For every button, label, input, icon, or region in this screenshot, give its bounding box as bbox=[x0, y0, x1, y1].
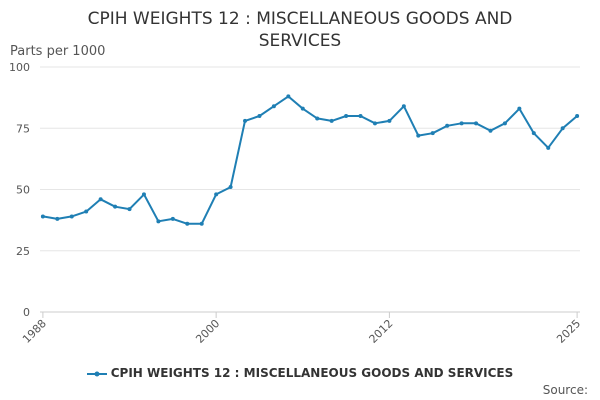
source-label: Source: bbox=[542, 383, 588, 397]
data-point-1992[interactable] bbox=[98, 197, 103, 202]
data-point-1993[interactable] bbox=[113, 204, 118, 209]
chart-title: CPIH WEIGHTS 12 : MISCELLANEOUS GOODS AN… bbox=[0, 8, 600, 52]
data-point-2002[interactable] bbox=[243, 118, 248, 123]
data-point-1995[interactable] bbox=[141, 192, 146, 197]
data-point-2010[interactable] bbox=[358, 114, 363, 118]
data-point-2005[interactable] bbox=[286, 94, 291, 99]
chart-title-line-2: SERVICES bbox=[258, 31, 342, 51]
y-tick-label-0: 0 bbox=[23, 306, 30, 319]
x-tick-label-1988: 1988 bbox=[20, 317, 49, 346]
data-point-1989[interactable] bbox=[55, 216, 60, 221]
data-point-2025[interactable] bbox=[575, 114, 580, 118]
data-point-2022[interactable] bbox=[531, 131, 536, 136]
y-tick-label-100: 100 bbox=[9, 61, 30, 74]
data-point-1994[interactable] bbox=[127, 207, 132, 212]
data-point-2011[interactable] bbox=[372, 121, 377, 126]
data-point-2016[interactable] bbox=[445, 123, 450, 128]
data-point-2017[interactable] bbox=[459, 121, 464, 126]
legend[interactable]: CPIH WEIGHTS 12 : MISCELLANEOUS GOODS AN… bbox=[0, 366, 600, 380]
data-point-1996[interactable] bbox=[156, 219, 161, 224]
data-point-2021[interactable] bbox=[517, 106, 522, 111]
legend-line-marker bbox=[86, 371, 107, 376]
data-point-1991[interactable] bbox=[84, 209, 89, 214]
data-point-2007[interactable] bbox=[315, 116, 320, 121]
chart-title-line-1: CPIH WEIGHTS 12 : MISCELLANEOUS GOODS AN… bbox=[87, 9, 513, 29]
data-point-1999[interactable] bbox=[199, 221, 204, 226]
data-point-2001[interactable] bbox=[228, 185, 233, 190]
data-point-2020[interactable] bbox=[502, 121, 507, 126]
data-point-2014[interactable] bbox=[416, 133, 421, 138]
x-tick-label-2000: 2000 bbox=[193, 317, 222, 346]
series-line-0 bbox=[42, 95, 578, 225]
legend-label: CPIH WEIGHTS 12 : MISCELLANEOUS GOODS AN… bbox=[110, 366, 514, 380]
data-point-2000[interactable] bbox=[214, 192, 219, 197]
y-tick-label-25: 25 bbox=[16, 245, 30, 258]
x-tick-label-2012: 2012 bbox=[367, 317, 396, 346]
data-point-1990[interactable] bbox=[69, 214, 74, 219]
y-tick-label-50: 50 bbox=[16, 184, 30, 197]
data-point-1997[interactable] bbox=[170, 216, 175, 221]
data-point-1988[interactable] bbox=[40, 214, 45, 219]
data-point-2003[interactable] bbox=[257, 114, 262, 118]
x-tick-labels: 1988 2000 2012 2025 bbox=[20, 312, 583, 346]
data-point-2019[interactable] bbox=[488, 128, 493, 133]
data-point-2013[interactable] bbox=[401, 104, 406, 109]
series-layer bbox=[40, 94, 580, 226]
data-point-2006[interactable] bbox=[300, 106, 305, 111]
data-point-2012[interactable] bbox=[387, 118, 392, 123]
y-axis-label: Parts per 1000 bbox=[10, 44, 106, 59]
x-tick-label-2025: 2025 bbox=[554, 317, 583, 346]
data-point-2008[interactable] bbox=[329, 118, 334, 123]
data-point-1998[interactable] bbox=[185, 221, 190, 226]
grid-lines bbox=[40, 66, 580, 252]
data-point-2018[interactable] bbox=[474, 121, 479, 126]
data-point-2004[interactable] bbox=[271, 104, 276, 109]
data-point-2024[interactable] bbox=[560, 126, 565, 131]
y-tick-label-75: 75 bbox=[16, 122, 30, 135]
y-tick-labels: 0 25 50 75 100 bbox=[9, 61, 30, 319]
data-point-2015[interactable] bbox=[430, 131, 435, 136]
data-point-2009[interactable] bbox=[344, 114, 349, 118]
data-point-2023[interactable] bbox=[546, 145, 551, 150]
